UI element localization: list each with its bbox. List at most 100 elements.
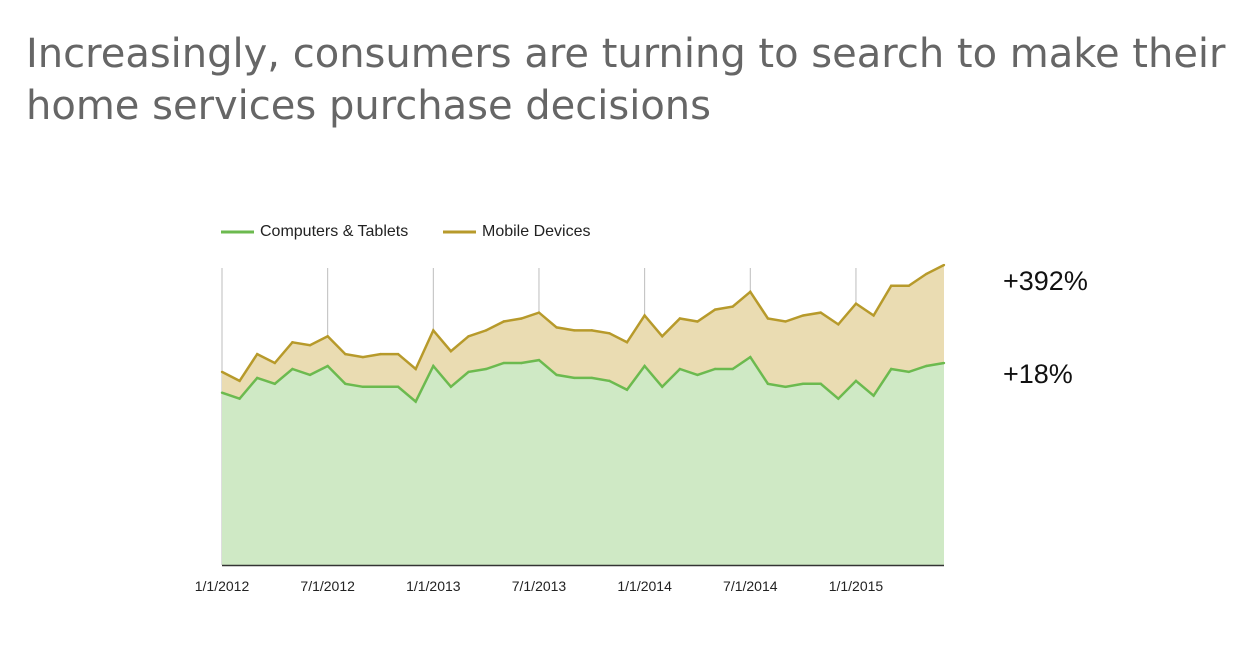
computers-point-13 (449, 385, 453, 388)
computers-point-7 (344, 382, 347, 386)
mobile-point-12 (432, 329, 435, 332)
computers-point-4 (291, 367, 294, 371)
x-tick-label: 1/1/2013 (406, 578, 461, 594)
mobile-point-8 (361, 355, 365, 359)
computers-point-1 (238, 397, 241, 400)
slide-title: Increasingly, consumers are turning to s… (26, 31, 1226, 129)
mobile-point-35 (837, 323, 840, 326)
computers-point-10 (396, 385, 400, 388)
computers-point-38 (889, 367, 893, 371)
computers-point-27 (696, 373, 699, 377)
legend-label-computers: Computers & Tablets (260, 223, 408, 240)
x-tick-label: 7/1/2012 (300, 578, 355, 594)
mobile-point-31 (766, 317, 770, 320)
mobile-point-25 (661, 335, 664, 338)
computers-point-26 (678, 367, 682, 371)
x-tick-label: 7/1/2013 (512, 578, 567, 594)
mobile-point-13 (449, 349, 453, 353)
computers-point-2 (256, 376, 259, 380)
computers-point-22 (608, 379, 611, 383)
computers-point-37 (872, 394, 875, 397)
mobile-point-28 (713, 308, 717, 311)
x-axis-ticks: 1/1/2012 7/1/2012 1/1/2013 7/1/2013 1/1/2014… (195, 578, 884, 594)
mobile-point-41 (942, 263, 946, 267)
computers-point-24 (643, 364, 646, 368)
mobile-point-39 (907, 284, 910, 288)
computers-tablets-area (222, 357, 944, 565)
mobile-point-37 (872, 314, 875, 317)
computers-point-39 (907, 370, 910, 374)
mobile-point-34 (819, 311, 822, 314)
data-points (220, 263, 946, 403)
legend-label-mobile: Mobile Devices (482, 223, 590, 240)
mobile-point-18 (537, 311, 541, 314)
mobile-point-29 (731, 305, 734, 308)
mobile-point-9 (379, 352, 382, 356)
mobile-point-3 (273, 361, 277, 365)
mobile-point-6 (326, 335, 329, 338)
mobile-point-23 (625, 341, 629, 344)
mobile-point-19 (555, 326, 558, 329)
computers-point-5 (308, 373, 312, 377)
mobile-point-36 (854, 302, 858, 305)
computers-point-36 (854, 379, 858, 383)
computers-point-21 (590, 376, 594, 380)
mobile-point-5 (308, 344, 312, 347)
computers-point-35 (837, 397, 840, 400)
computers-point-18 (537, 358, 541, 362)
mobile-point-16 (502, 320, 505, 323)
mobile-point-0 (220, 370, 224, 374)
mobile-point-10 (396, 352, 400, 356)
mobile-point-24 (643, 314, 646, 317)
computers-point-41 (942, 361, 946, 365)
mobile-devices-area (222, 265, 944, 402)
computers-point-32 (784, 385, 787, 388)
computers-point-12 (432, 364, 435, 368)
x-tick-label: 1/1/2015 (829, 578, 884, 594)
computers-point-14 (467, 370, 470, 374)
computers-point-33 (801, 382, 805, 386)
computers-growth-annotation: +18% (1003, 359, 1073, 389)
mobile-point-4 (291, 341, 294, 344)
x-tick-label: 1/1/2012 (195, 578, 250, 594)
legend: Computers & Tablets Mobile Devices (221, 223, 590, 240)
mobile-point-33 (801, 314, 805, 317)
computers-point-3 (273, 382, 277, 386)
computers-point-31 (766, 382, 770, 386)
computers-point-8 (361, 385, 365, 388)
mobile-point-26 (678, 317, 682, 320)
mobile-point-7 (344, 352, 347, 356)
computers-point-9 (379, 385, 382, 388)
computers-point-11 (414, 400, 417, 403)
mobile-point-21 (590, 329, 594, 332)
computers-point-19 (555, 373, 558, 377)
mobile-point-2 (256, 352, 259, 356)
mobile-point-17 (520, 317, 523, 320)
computers-point-25 (661, 385, 664, 388)
mobile-growth-annotation: +392% (1003, 266, 1088, 296)
mobile-point-14 (467, 335, 470, 338)
mobile-point-27 (696, 320, 699, 323)
mobile-devices-line (221, 263, 945, 383)
x-tick-label: 7/1/2014 (723, 578, 778, 594)
computers-point-34 (819, 382, 822, 386)
mobile-point-15 (484, 329, 488, 332)
computers-point-15 (484, 367, 488, 371)
mobile-point-20 (572, 329, 576, 332)
x-tick-label: 1/1/2014 (617, 578, 672, 594)
computers-point-29 (731, 367, 734, 371)
mobile-point-38 (889, 284, 893, 288)
mobile-point-32 (784, 320, 787, 323)
computers-point-23 (625, 388, 629, 391)
mobile-point-30 (749, 290, 752, 293)
computers-point-17 (520, 361, 523, 365)
mobile-point-1 (238, 379, 241, 383)
computers-point-16 (502, 361, 505, 365)
mobile-point-22 (608, 332, 611, 335)
computers-point-20 (572, 376, 576, 380)
computers-point-28 (713, 367, 717, 371)
computers-tablets-line (221, 355, 945, 404)
computers-point-40 (925, 364, 928, 368)
computers-point-0 (220, 391, 224, 394)
